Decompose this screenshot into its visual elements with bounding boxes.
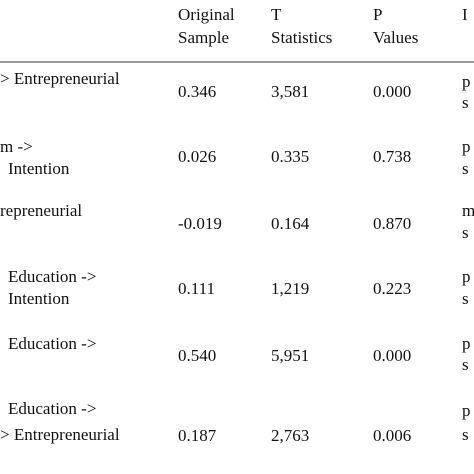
- row-label: Education ->: [8, 399, 96, 418]
- row-label: repreneurial: [0, 201, 82, 220]
- interpretation-cell: m: [462, 201, 474, 220]
- cell: 0.870: [373, 214, 411, 233]
- interpretation-cell: p: [462, 137, 471, 156]
- interpretation-cell: s: [462, 93, 469, 112]
- cell: 0.006: [373, 426, 411, 445]
- cell: 0.738: [373, 147, 411, 166]
- row-label: > Entrepreneurial: [0, 69, 120, 88]
- cell: 0.000: [373, 82, 411, 101]
- header-cell: Original: [178, 5, 235, 24]
- cell: 0.540: [178, 346, 216, 365]
- header-cell: Sample: [178, 28, 229, 47]
- interpretation-cell: p: [462, 401, 471, 420]
- header-cell: P: [373, 5, 382, 24]
- cell: 0.187: [178, 426, 217, 445]
- header-cell: Values: [373, 28, 418, 47]
- cell: 5,951: [271, 346, 309, 365]
- interpretation-cell: s: [462, 289, 469, 308]
- cell: 0.164: [271, 214, 310, 233]
- cell: 0.000: [373, 346, 411, 365]
- row-label: > Entrepreneurial: [0, 425, 120, 444]
- cell: 2,763: [271, 426, 309, 445]
- cell: 0.346: [178, 82, 216, 101]
- interpretation-cell: p: [462, 334, 471, 353]
- interpretation-cell: s: [462, 355, 469, 374]
- interpretation-cell: s: [462, 159, 469, 178]
- cell: 0.026: [178, 147, 216, 166]
- interpretation-cell: p: [462, 72, 471, 91]
- cell: 0.335: [271, 147, 309, 166]
- header-cell: I: [462, 5, 468, 24]
- row-label: m ->: [0, 137, 33, 156]
- row-label: Education ->: [8, 267, 96, 286]
- cell: 3,581: [271, 82, 309, 101]
- row-label: Intention: [8, 289, 70, 308]
- cell: -0.019: [178, 214, 222, 233]
- interpretation-cell: p: [462, 267, 471, 286]
- interpretation-cell: s: [462, 425, 469, 444]
- interpretation-cell: s: [462, 223, 469, 242]
- header-cell: T: [271, 5, 282, 24]
- cell: 1,219: [271, 279, 309, 298]
- row-label: Education ->: [8, 334, 96, 353]
- header-cell: Statistics: [271, 28, 332, 47]
- row-label: Intention: [8, 159, 70, 178]
- cell: 0.111: [178, 279, 215, 298]
- cell: 0.223: [373, 279, 411, 298]
